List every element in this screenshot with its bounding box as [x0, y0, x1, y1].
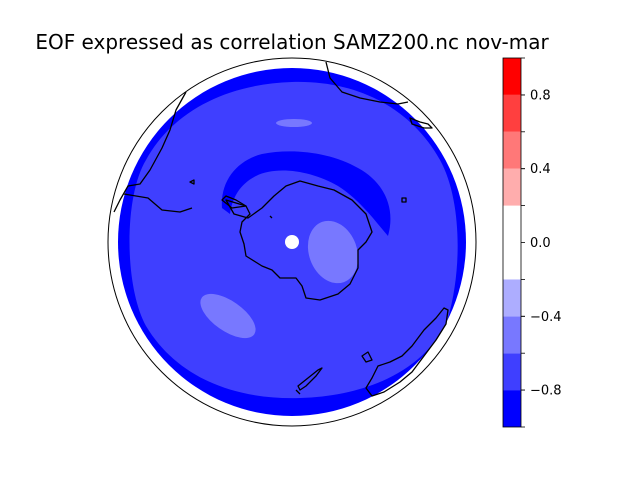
field-weak-patch-north: [276, 119, 312, 127]
coastlines: [113, 61, 449, 397]
field-weak-patch-east: [307, 220, 359, 284]
field-weak-patch-southwest: [200, 293, 256, 339]
colorbar-segment: [503, 390, 521, 427]
antarctic-peninsula: [221, 195, 247, 209]
madagascar-coastline: [409, 117, 433, 129]
colorbar-segment: [503, 316, 521, 354]
colorbar-segment: [503, 168, 521, 206]
map-panel: [107, 57, 477, 427]
tasmania-coastline: [361, 351, 373, 363]
australia-coastline: [365, 307, 449, 397]
colorbar-tick-label: 0.4: [530, 162, 551, 177]
colorbar-segment: [503, 131, 521, 169]
colorbar-segment: [503, 353, 521, 391]
colorbar-tick-label: −0.8: [530, 384, 562, 399]
antarctica-coastline: [225, 180, 373, 301]
new-zealand-coastline: [295, 367, 323, 395]
field-inner-crescent: [221, 151, 391, 236]
colorbar: −0.8 −0.4 0.0 0.4 0.8: [502, 57, 562, 428]
south-america-coastline: [113, 91, 193, 213]
africa-coastline: [325, 61, 409, 105]
colorbar-segment: [503, 279, 521, 317]
correlation-field: [108, 58, 476, 426]
colorbar-segment: [503, 58, 521, 95]
colorbar-tick-label: −0.4: [530, 310, 562, 325]
map-boundary: [107, 57, 477, 427]
small-islands: [189, 179, 273, 219]
chart-title: EOF expressed as correlation SAMZ200.nc …: [35, 30, 549, 54]
colorbar-tick-label: 0.8: [530, 88, 551, 103]
colorbar-segment: [503, 94, 521, 132]
colorbar-tick-label: 0.0: [530, 236, 551, 251]
south-georgia-island: [401, 197, 407, 203]
pole-missing-data: [285, 235, 299, 249]
colorbar-segment: [503, 205, 521, 280]
